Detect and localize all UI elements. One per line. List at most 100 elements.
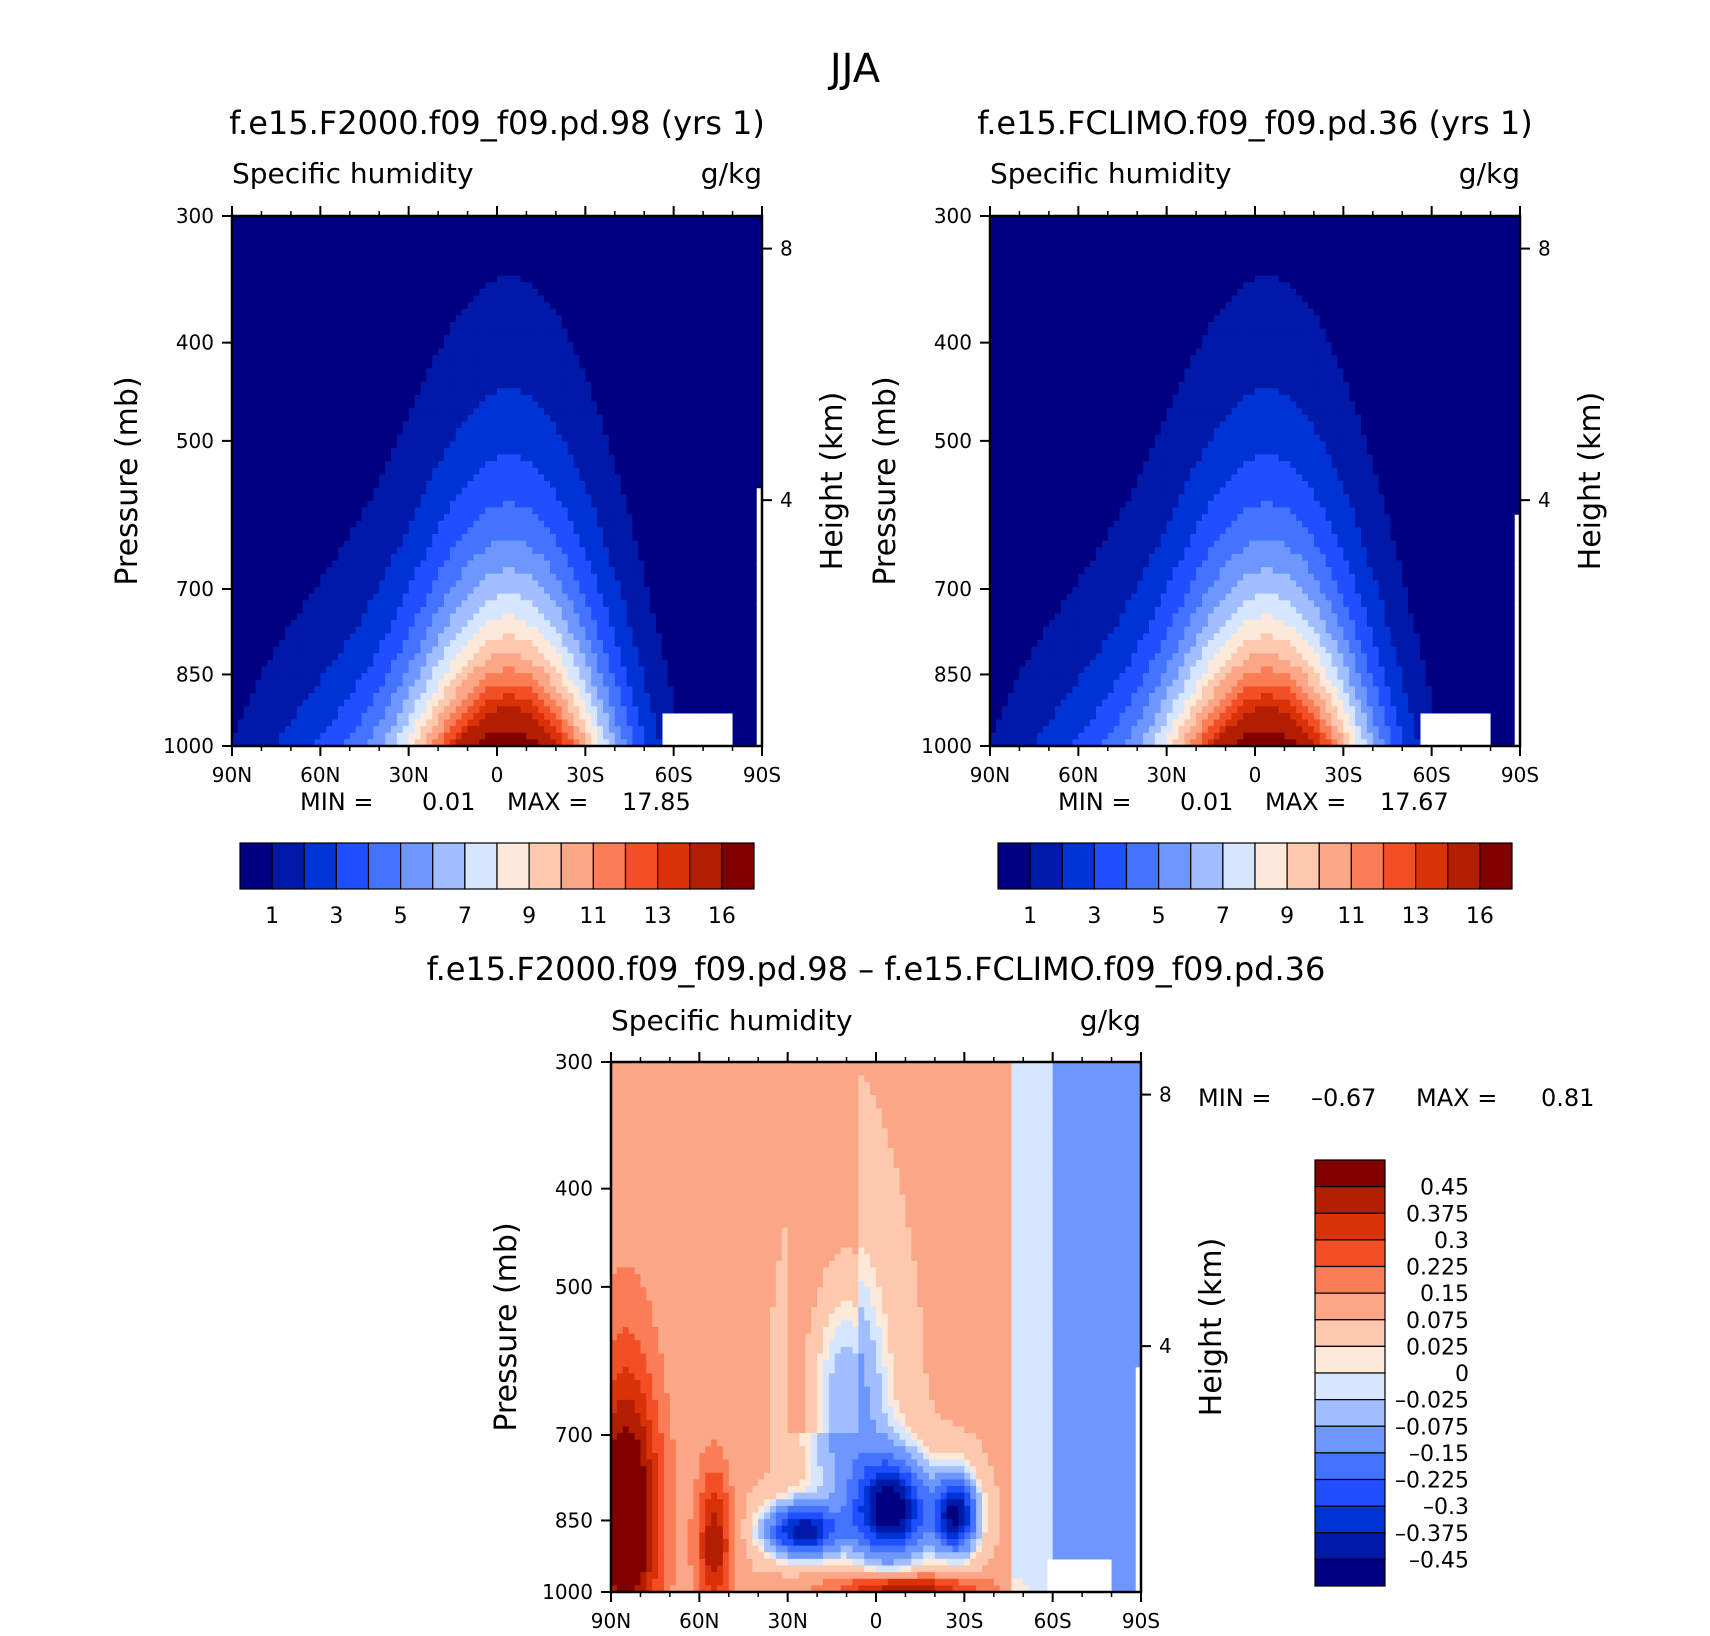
panel-3-colorbar-box	[1314, 1399, 1386, 1427]
panel-2-colorbar-box	[1029, 842, 1063, 890]
panel-1-y2-tick-label: 8	[780, 237, 793, 261]
panel-2-colorbar-box	[1350, 842, 1385, 890]
panel-3-max-value: 0.81	[1541, 1084, 1594, 1112]
panel-2-x-tick-label: 30N	[1146, 763, 1186, 787]
panel-1-x-tick-label: 90N	[212, 763, 252, 787]
panel-2-y2-tick-label: 8	[1538, 237, 1551, 261]
contour-field-3	[611, 1062, 1141, 1592]
panel-1-colorbar-box	[335, 842, 370, 890]
contour-field-2	[990, 216, 1520, 746]
panel-1-max-label: MAX =	[507, 788, 588, 816]
panel-2-y2-axis-label: Height (km)	[1573, 392, 1608, 571]
panel-2-colorbar-label: 11	[1337, 904, 1365, 929]
panel-1-y-tick-label: 1000	[163, 734, 214, 758]
panel-3-colorbar-label: –0.3	[1423, 1495, 1469, 1520]
panel-1-x-tick-label: 60S	[655, 763, 693, 787]
panel-2-x-tick-label: 60N	[1058, 763, 1098, 787]
panel-1-colorbar-label: 7	[458, 904, 472, 929]
panel-3-colorbar-label: 0.225	[1406, 1256, 1469, 1281]
panel-3-y-tick-label: 1000	[542, 1580, 593, 1604]
panel-2-variable-label: Specific humidity	[990, 157, 1232, 190]
panel-2-colorbar-label: 5	[1152, 904, 1166, 929]
panel-2-x-tick-label: 60S	[1413, 763, 1451, 787]
panel-1-y-axis-label: Pressure (mb)	[110, 376, 145, 585]
panel-1-colorbar-box	[239, 842, 273, 890]
panel-2-colorbar-label: 16	[1466, 904, 1494, 929]
panel-2-colorbar-label: 3	[1087, 904, 1101, 929]
panel-2-colorbar-box	[1158, 842, 1192, 890]
panel-3-colorbar-box	[1314, 1186, 1386, 1214]
panel-1-colorbar-label: 16	[708, 904, 736, 929]
panel-2-colorbar-box	[1125, 842, 1160, 890]
panel-2-colorbar-box	[1382, 842, 1417, 890]
panel-1-colorbar-box	[528, 842, 562, 890]
panel-3-max-label: MAX =	[1416, 1084, 1497, 1112]
panel-3-colorbar-label: 0.025	[1406, 1335, 1469, 1360]
panel-1-x-tick-label: 30N	[388, 763, 428, 787]
panel-2-y-tick-label: 400	[934, 331, 972, 355]
panel-3-y2-tick-label: 8	[1159, 1083, 1172, 1107]
panel-3-title: f.e15.F2000.f09_f09.pd.98 – f.e15.FCLIMO…	[427, 950, 1326, 988]
panel-3-units-label: g/kg	[1080, 1004, 1141, 1037]
panel-2-colorbar-label: 13	[1402, 904, 1430, 929]
panel-2-colorbar-box	[1254, 842, 1288, 890]
panel-3-y-tick-label: 700	[555, 1423, 593, 1447]
panel-3-y2-tick-label: 4	[1159, 1334, 1172, 1358]
panel-3-y2-axis-label: Height (km)	[1194, 1238, 1229, 1417]
panel-2-colorbar-box	[1190, 842, 1224, 890]
panel-2-colorbar-box	[1093, 842, 1128, 890]
panel-3-colorbar-box	[1314, 1159, 1386, 1188]
panel-1-colorbar-box	[689, 842, 723, 890]
panel-2-colorbar-box	[1318, 842, 1352, 890]
panel-3-colorbar-label: 0	[1455, 1362, 1469, 1387]
panel-2-units-label: g/kg	[1459, 157, 1520, 190]
panel-1-x-tick-label: 60N	[300, 763, 340, 787]
panel-1-colorbar-box	[496, 842, 530, 890]
panel-3-colorbar-label: –0.225	[1395, 1469, 1469, 1494]
panel-3-y-axis-label: Pressure (mb)	[489, 1222, 524, 1431]
panel-3-colorbar-box	[1314, 1532, 1386, 1560]
panel-1-min-value: 0.01	[422, 788, 475, 816]
panel-3-y-tick-label: 300	[555, 1050, 593, 1074]
panel-3-colorbar-label: 0.15	[1420, 1282, 1469, 1307]
panel-3-colorbar-label: –0.45	[1409, 1548, 1469, 1573]
panel-2-colorbar-box	[1061, 842, 1095, 890]
panel-1-max-value: 17.85	[622, 788, 691, 816]
panel-2-colorbar-label: 1	[1023, 904, 1037, 929]
panel-1-colorbar-box	[657, 842, 691, 890]
panel-3-y-tick-label: 400	[555, 1177, 593, 1201]
panel-3-variable-label: Specific humidity	[611, 1004, 853, 1037]
panel-3-min-value: –0.67	[1311, 1084, 1376, 1112]
panel-1-colorbar-label: 5	[394, 904, 408, 929]
panel-1-colorbar-box	[400, 842, 434, 890]
panel-1-min-label: MIN =	[300, 788, 373, 816]
figure-title: JJA	[827, 46, 881, 92]
panel-1-title: f.e15.F2000.f09_f09.pd.98 (yrs 1)	[229, 104, 765, 142]
panel-2-colorbar-box	[997, 842, 1031, 890]
panel-3-colorbar-box	[1314, 1212, 1386, 1241]
panel-2-x-tick-label: 90N	[970, 763, 1010, 787]
panel-1-colorbar-label: 1	[265, 904, 279, 929]
panel-3-colorbar-label: –0.15	[1409, 1442, 1469, 1467]
panel-2-colorbar-box	[1479, 842, 1513, 890]
panel-1-y-tick-label: 850	[176, 662, 214, 686]
panel-1-colorbar-box	[624, 842, 659, 890]
panel-1-colorbar-label: 3	[329, 904, 343, 929]
panel-2-min-label: MIN =	[1058, 788, 1131, 816]
panel-3-colorbar-box	[1314, 1345, 1386, 1374]
panel-1-colorbar-label: 13	[644, 904, 672, 929]
panel-3-colorbar-label: 0.375	[1406, 1202, 1469, 1227]
panel-3-y-tick-label: 850	[555, 1508, 593, 1532]
panel-3-x-tick-label: 90S	[1122, 1609, 1160, 1633]
panel-3-x-tick-label: 0	[870, 1609, 883, 1633]
panel-2-y2-tick-label: 4	[1538, 488, 1551, 512]
panel-3-colorbar-label: 0.3	[1434, 1229, 1469, 1254]
panel-1-y-tick-label: 300	[176, 204, 214, 228]
panel-1-colorbar-box	[560, 842, 594, 890]
panel-2-y-tick-label: 500	[934, 429, 972, 453]
panel-2-y-tick-label: 850	[934, 662, 972, 686]
panel-1-colorbar-label: 11	[579, 904, 607, 929]
panel-1-y2-axis-label: Height (km)	[815, 392, 850, 571]
panel-1-units-label: g/kg	[701, 157, 762, 190]
panel-2-colorbar-box	[1415, 842, 1449, 890]
